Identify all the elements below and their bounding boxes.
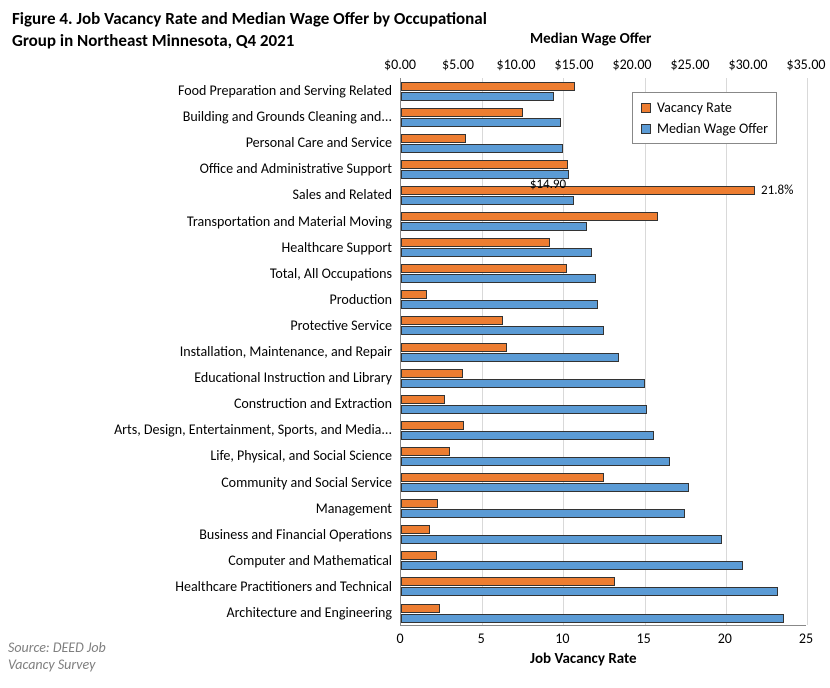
highlight-wage-label: $14.90	[530, 177, 566, 192]
highlight-rate-label: 21.8%	[761, 183, 793, 198]
vacancy-bar	[401, 186, 755, 195]
category-label: Architecture and Engineering	[0, 606, 392, 620]
legend-label-wage: Median Wage Offer	[657, 118, 768, 139]
legend-swatch-vacancy	[641, 103, 651, 113]
chart-legend: Vacancy Rate Median Wage Offer	[632, 92, 777, 144]
top-tick-label: $15.00	[554, 56, 593, 73]
top-axis-title: Median Wage Offer	[530, 30, 651, 48]
vacancy-bar	[401, 212, 658, 221]
vacancy-bar	[401, 108, 523, 117]
vacancy-bar	[401, 238, 550, 247]
wage-bar	[401, 222, 587, 231]
vacancy-bar	[401, 134, 466, 143]
category-label: Transportation and Material Moving	[0, 215, 392, 229]
vacancy-bar	[401, 499, 438, 508]
bottom-tick-label: 25	[799, 630, 813, 647]
bottom-tick-label: 10	[555, 630, 569, 647]
category-label: Installation, Maintenance, and Repair	[0, 345, 392, 359]
source-line-2: Vacancy Survey	[8, 657, 106, 674]
category-label: Construction and Extraction	[0, 397, 392, 411]
wage-bar	[401, 535, 722, 544]
vacancy-bar	[401, 577, 615, 586]
wage-bar	[401, 118, 561, 127]
bottom-tick-label: 20	[718, 630, 732, 647]
category-label: Food Preparation and Serving Related	[0, 84, 392, 98]
vacancy-bar	[401, 82, 575, 91]
vacancy-bar	[401, 316, 503, 325]
category-label: Computer and Mathematical	[0, 554, 392, 568]
bottom-tick-label: 0	[396, 630, 403, 647]
category-label: Production	[0, 293, 392, 307]
category-labels-container: Food Preparation and Serving Related Buil…	[0, 78, 392, 626]
vacancy-bar	[401, 551, 437, 560]
top-tick-label: $35.00	[786, 56, 825, 73]
chart-title: Figure 4. Job Vacancy Rate and Median Wa…	[12, 8, 818, 52]
title-line-2: Group in Northeast Minnesota, Q4 2021	[12, 30, 818, 52]
vacancy-bar	[401, 604, 440, 613]
category-label: Life, Physical, and Social Science	[0, 449, 392, 463]
wage-bar	[401, 457, 670, 466]
wage-bar	[401, 614, 784, 623]
category-label: Management	[0, 502, 392, 516]
wage-bar	[401, 274, 596, 283]
vacancy-bar	[401, 290, 427, 299]
category-label: Protective Service	[0, 319, 392, 333]
top-tick-label: $0.00	[384, 56, 416, 73]
wage-bar	[401, 587, 778, 596]
category-label: Educational Instruction and Library	[0, 371, 392, 385]
legend-label-vacancy: Vacancy Rate	[657, 97, 732, 118]
bottom-axis-title: Job Vacancy Rate	[530, 650, 637, 668]
plot-area: $14.90 21.8%	[400, 78, 806, 626]
category-label: Healthcare Practitioners and Technical	[0, 580, 392, 594]
source-attribution: Source: DEED Job Vacancy Survey	[8, 640, 106, 674]
legend-swatch-wage	[641, 124, 651, 134]
wage-bar	[401, 326, 604, 335]
wage-bar	[401, 248, 592, 257]
legend-item-vacancy: Vacancy Rate	[641, 97, 768, 118]
category-label: Office and Administrative Support	[0, 162, 392, 176]
wage-bar	[401, 509, 685, 518]
category-label: Business and Financial Operations	[0, 528, 392, 542]
gridline	[807, 78, 808, 625]
wage-bar	[401, 300, 598, 309]
vacancy-bar	[401, 395, 445, 404]
category-label: Building and Grounds Cleaning and...	[0, 110, 392, 124]
vacancy-bar	[401, 421, 464, 430]
top-tick-label: $20.00	[612, 56, 651, 73]
vacancy-bar	[401, 447, 450, 456]
category-label: Healthcare Support	[0, 241, 392, 255]
vacancy-bar	[401, 369, 463, 378]
wage-bar	[401, 92, 554, 101]
wage-bar	[401, 379, 645, 388]
wage-bar	[401, 405, 647, 414]
top-tick-label: $5.00	[442, 56, 474, 73]
vacancy-bar	[401, 264, 567, 273]
wage-bar	[401, 561, 743, 570]
bottom-tick-label: 5	[478, 630, 485, 647]
category-label: Community and Social Service	[0, 476, 392, 490]
top-tick-label: $30.00	[728, 56, 767, 73]
top-tick-label: $25.00	[670, 56, 709, 73]
category-label: Sales and Related	[0, 188, 392, 202]
wage-bar	[401, 483, 689, 492]
category-label: Personal Care and Service	[0, 136, 392, 150]
wage-bar	[401, 353, 619, 362]
vacancy-bar	[401, 473, 604, 482]
wage-bar	[401, 144, 563, 153]
title-line-1: Figure 4. Job Vacancy Rate and Median Wa…	[12, 8, 818, 30]
category-label: Arts, Design, Entertainment, Sports, and…	[0, 423, 392, 437]
chart-figure: Figure 4. Job Vacancy Rate and Median Wa…	[0, 0, 830, 688]
vacancy-bar	[401, 343, 507, 352]
source-line-1: Source: DEED Job	[8, 640, 106, 657]
wage-bar	[401, 196, 574, 205]
bottom-tick-label: 15	[636, 630, 650, 647]
category-label: Total, All Occupations	[0, 267, 392, 281]
gridline	[726, 78, 727, 625]
top-tick-label: $10.00	[496, 56, 535, 73]
legend-item-wage: Median Wage Offer	[641, 118, 768, 139]
vacancy-bar	[401, 525, 430, 534]
wage-bar	[401, 431, 654, 440]
vacancy-bar	[401, 160, 568, 169]
